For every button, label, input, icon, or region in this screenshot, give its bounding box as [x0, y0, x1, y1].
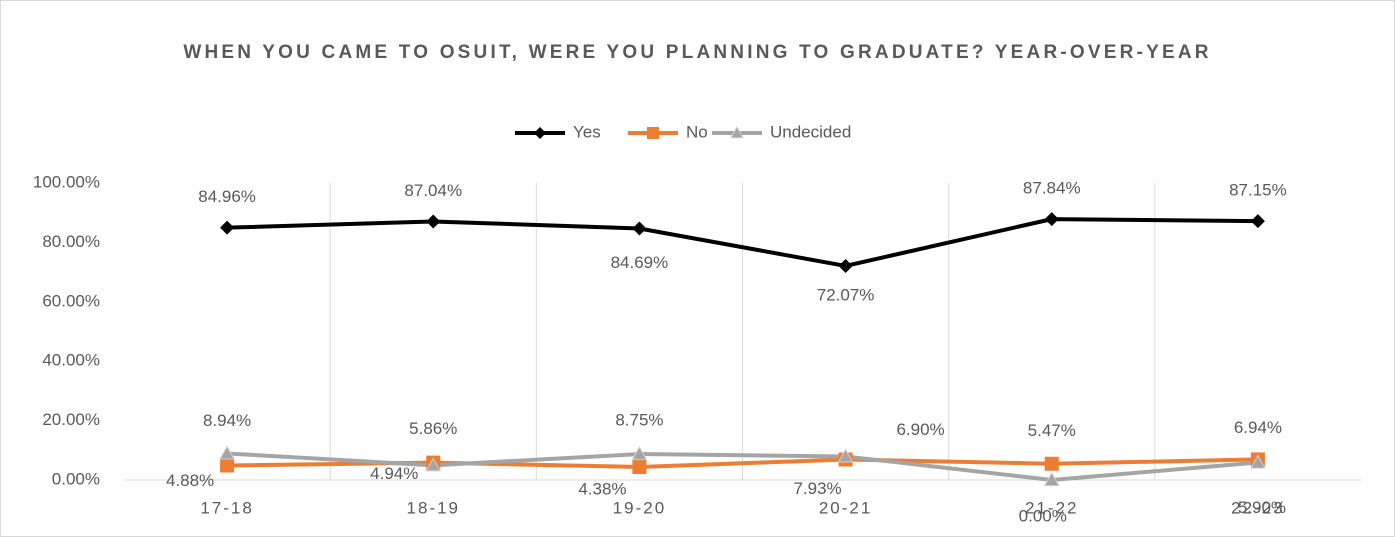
- x-tick-label: 17-18: [200, 498, 253, 517]
- y-tick-label: 40.00%: [42, 351, 100, 370]
- legend-label: No: [686, 122, 708, 141]
- data-label: 87.04%: [404, 181, 462, 200]
- marker: [1250, 214, 1265, 229]
- data-label: 87.84%: [1023, 179, 1081, 198]
- marker: [837, 448, 854, 463]
- y-tick-label: 80.00%: [42, 232, 100, 251]
- y-tick-label: 0.00%: [52, 469, 100, 488]
- data-label: 8.94%: [203, 411, 251, 430]
- marker: [534, 127, 546, 139]
- data-label: 72.07%: [817, 285, 875, 304]
- marker: [425, 457, 442, 472]
- marker: [1044, 456, 1059, 471]
- data-label: 87.15%: [1229, 181, 1287, 200]
- series-line: [227, 217, 1258, 268]
- data-label: 8.75%: [615, 410, 663, 429]
- marker: [220, 220, 235, 235]
- data-label: 6.90%: [896, 420, 944, 439]
- data-label: 4.94%: [370, 464, 418, 483]
- data-label: 5.47%: [1028, 421, 1076, 440]
- chart-title: WHEN YOU CAME TO OSUIT, WERE YOU PLANNIN…: [183, 42, 1212, 63]
- x-tick-label: 19-20: [613, 498, 666, 517]
- x-tick-label: 18-19: [407, 498, 460, 517]
- marker: [1043, 471, 1060, 487]
- legend-label: Yes: [573, 122, 601, 141]
- data-label: 7.93%: [793, 479, 841, 498]
- marker: [219, 445, 235, 460]
- data-label: 5.90%: [1238, 498, 1286, 517]
- x-tick-label: 21-22: [1025, 498, 1078, 517]
- data-label: 0.00%: [1019, 506, 1067, 525]
- marker: [838, 258, 853, 273]
- marker: [1250, 454, 1266, 469]
- data-label: 5.86%: [409, 419, 457, 438]
- marker: [730, 125, 744, 139]
- data-label: 6.94%: [1234, 418, 1282, 437]
- data-label: 4.88%: [166, 471, 214, 490]
- legend-label: Undecided: [770, 122, 851, 141]
- marker: [632, 459, 647, 474]
- marker: [632, 221, 647, 236]
- data-label: 84.69%: [611, 253, 669, 272]
- data-label: 4.38%: [578, 479, 626, 498]
- x-tick-label: 22-23: [1231, 498, 1284, 517]
- marker: [220, 458, 235, 473]
- marker: [647, 127, 659, 139]
- marker: [631, 445, 648, 461]
- marker: [426, 214, 441, 229]
- x-tick-label: 20-21: [819, 498, 872, 517]
- marker: [1044, 212, 1059, 227]
- y-tick-label: 100.00%: [33, 172, 100, 191]
- y-tick-label: 60.00%: [42, 291, 100, 310]
- series-line: [226, 451, 1259, 482]
- y-tick-label: 20.00%: [42, 410, 100, 429]
- data-label: 84.96%: [198, 187, 256, 206]
